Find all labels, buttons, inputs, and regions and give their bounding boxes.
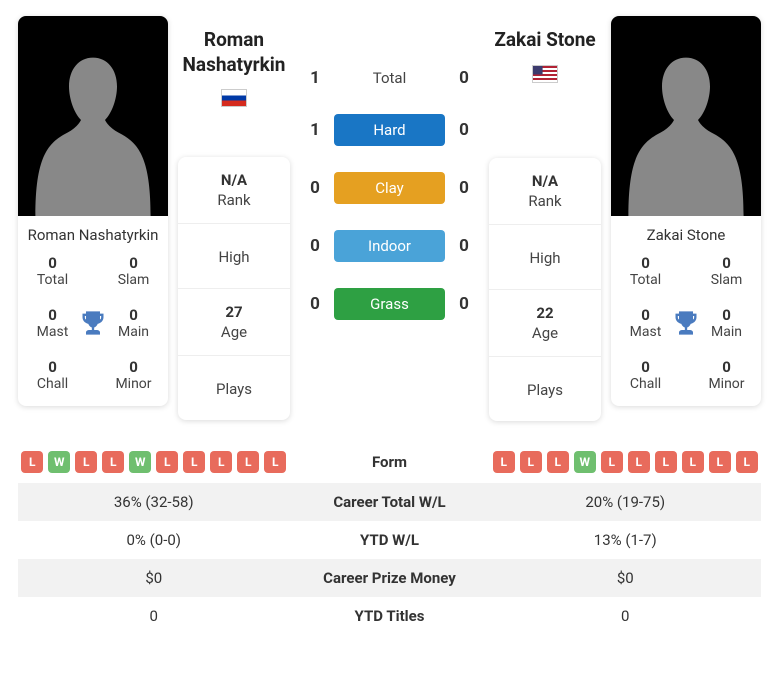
player1-image <box>18 16 168 216</box>
row-career-wl: 36% (32-58) Career Total W/L 20% (19-75) <box>18 483 761 521</box>
form-loss-badge[interactable]: L <box>210 451 232 473</box>
p1-ytd-titles: 0 <box>18 607 290 625</box>
compare-table: LWLLWLLLLL Form LLLWLLLLLL 36% (32-58) C… <box>18 441 761 635</box>
player2-name-label[interactable]: Zakai Stone <box>611 216 761 250</box>
player1-header: Roman Nashatyrkin <box>178 16 290 107</box>
player2-big-name[interactable]: Zakai Stone <box>489 28 601 53</box>
player2-image <box>611 16 761 216</box>
row-prize: $0 Career Prize Money $0 <box>18 559 761 597</box>
form-loss-badge[interactable]: L <box>493 451 515 473</box>
trophy-icon <box>79 309 107 337</box>
surface-grass-pill[interactable]: Grass <box>334 288 445 320</box>
surface-indoor-pill[interactable]: Indoor <box>334 230 445 262</box>
player2-info-stack: N/ARank High 22Age Plays <box>489 158 601 421</box>
p2-minor: 0Minor <box>700 358 753 392</box>
p2-rank: N/ARank <box>489 158 601 225</box>
row-ytd-titles: 0 YTD Titles 0 <box>18 597 761 635</box>
p2-prize: $0 <box>490 569 762 587</box>
p2-age: 22Age <box>489 290 601 357</box>
h2h-grass-row: 0 Grass 0 <box>300 288 479 320</box>
p1-minor: 0Minor <box>107 358 160 392</box>
form-loss-badge[interactable]: L <box>156 451 178 473</box>
h2h-clay-row: 0 Clay 0 <box>300 172 479 204</box>
form-loss-badge[interactable]: L <box>655 451 677 473</box>
p1-slam: 0Slam <box>107 254 160 288</box>
p1-chall: 0Chall <box>26 358 79 392</box>
form-loss-badge[interactable]: L <box>601 451 623 473</box>
p1-career-wl: 36% (32-58) <box>18 493 290 511</box>
player2-header: Zakai Stone <box>489 16 601 83</box>
trophy-icon <box>672 309 700 337</box>
h2h-indoor-row: 0 Indoor 0 <box>300 230 479 262</box>
p2-chall: 0Chall <box>619 358 672 392</box>
player1-info-stack: N/ARank High 27Age Plays <box>178 157 290 420</box>
p1-mast: 0Mast <box>26 306 79 340</box>
silhouette-icon <box>33 36 153 216</box>
p2-total: 0Total <box>619 254 672 288</box>
row-form: LWLLWLLLLL Form LLLWLLLLLL <box>18 441 761 483</box>
form-label: Form <box>290 453 490 471</box>
h2h-center: 1 Total 0 1 Hard 0 0 Clay 0 0 Indoor 0 0… <box>300 16 479 346</box>
p1-rank: N/ARank <box>178 157 290 224</box>
p2-mast: 0Mast <box>619 306 672 340</box>
h2h-total-row: 1 Total 0 <box>300 68 479 88</box>
form-loss-badge[interactable]: L <box>709 451 731 473</box>
p2-career-wl: 20% (19-75) <box>490 493 762 511</box>
p1-form-badges: LWLLWLLLLL <box>18 451 290 473</box>
top-section: Roman Nashatyrkin 0Total 0Slam 0Mast 0Ma… <box>18 16 761 421</box>
p2-plays: Plays <box>489 357 601 421</box>
form-loss-badge[interactable]: L <box>682 451 704 473</box>
surface-hard-pill[interactable]: Hard <box>334 114 445 146</box>
p2-form-badges: LLLWLLLLLL <box>490 451 762 473</box>
p1-prize: $0 <box>18 569 290 587</box>
h2h-total-p2: 0 <box>449 68 479 88</box>
p2-main: 0Main <box>700 306 753 340</box>
silhouette-icon <box>626 36 746 216</box>
p1-plays: Plays <box>178 356 290 420</box>
form-win-badge[interactable]: W <box>129 451 151 473</box>
ytd-titles-label: YTD Titles <box>290 607 490 625</box>
form-loss-badge[interactable]: L <box>547 451 569 473</box>
player2-card: Zakai Stone 0Total 0Slam 0Mast 0Main 0Ch… <box>611 16 761 406</box>
form-win-badge[interactable]: W <box>574 451 596 473</box>
form-loss-badge[interactable]: L <box>75 451 97 473</box>
p2-slam: 0Slam <box>700 254 753 288</box>
form-loss-badge[interactable]: L <box>183 451 205 473</box>
form-loss-badge[interactable]: L <box>237 451 259 473</box>
flag-usa-icon <box>532 65 558 83</box>
form-loss-badge[interactable]: L <box>21 451 43 473</box>
p2-ytd-wl: 13% (1-7) <box>490 531 762 549</box>
p1-ytd-wl: 0% (0-0) <box>18 531 290 549</box>
row-ytd-wl: 0% (0-0) YTD W/L 13% (1-7) <box>18 521 761 559</box>
p2-high: High <box>489 225 601 290</box>
h2h-total-label: Total <box>330 69 449 87</box>
h2h-hard-row: 1 Hard 0 <box>300 114 479 146</box>
form-win-badge[interactable]: W <box>48 451 70 473</box>
form-loss-badge[interactable]: L <box>628 451 650 473</box>
player1-title-stats: 0Total 0Slam 0Mast 0Main 0Chall 0Minor <box>18 250 168 406</box>
player1-big-name[interactable]: Roman Nashatyrkin <box>178 28 290 77</box>
p1-main: 0Main <box>107 306 160 340</box>
p1-total: 0Total <box>26 254 79 288</box>
flag-russia-icon <box>221 89 247 107</box>
ytd-wl-label: YTD W/L <box>290 531 490 549</box>
form-loss-badge[interactable]: L <box>736 451 758 473</box>
prize-label: Career Prize Money <box>290 569 490 587</box>
form-loss-badge[interactable]: L <box>264 451 286 473</box>
surface-clay-pill[interactable]: Clay <box>334 172 445 204</box>
p1-high: High <box>178 224 290 289</box>
form-loss-badge[interactable]: L <box>102 451 124 473</box>
player2-title-stats: 0Total 0Slam 0Mast 0Main 0Chall 0Minor <box>611 250 761 406</box>
form-loss-badge[interactable]: L <box>520 451 542 473</box>
p2-ytd-titles: 0 <box>490 607 762 625</box>
player1-card: Roman Nashatyrkin 0Total 0Slam 0Mast 0Ma… <box>18 16 168 406</box>
career-wl-label: Career Total W/L <box>290 493 490 511</box>
p1-age: 27Age <box>178 289 290 356</box>
h2h-total-p1: 1 <box>300 68 330 88</box>
player1-name-label[interactable]: Roman Nashatyrkin <box>18 216 168 250</box>
